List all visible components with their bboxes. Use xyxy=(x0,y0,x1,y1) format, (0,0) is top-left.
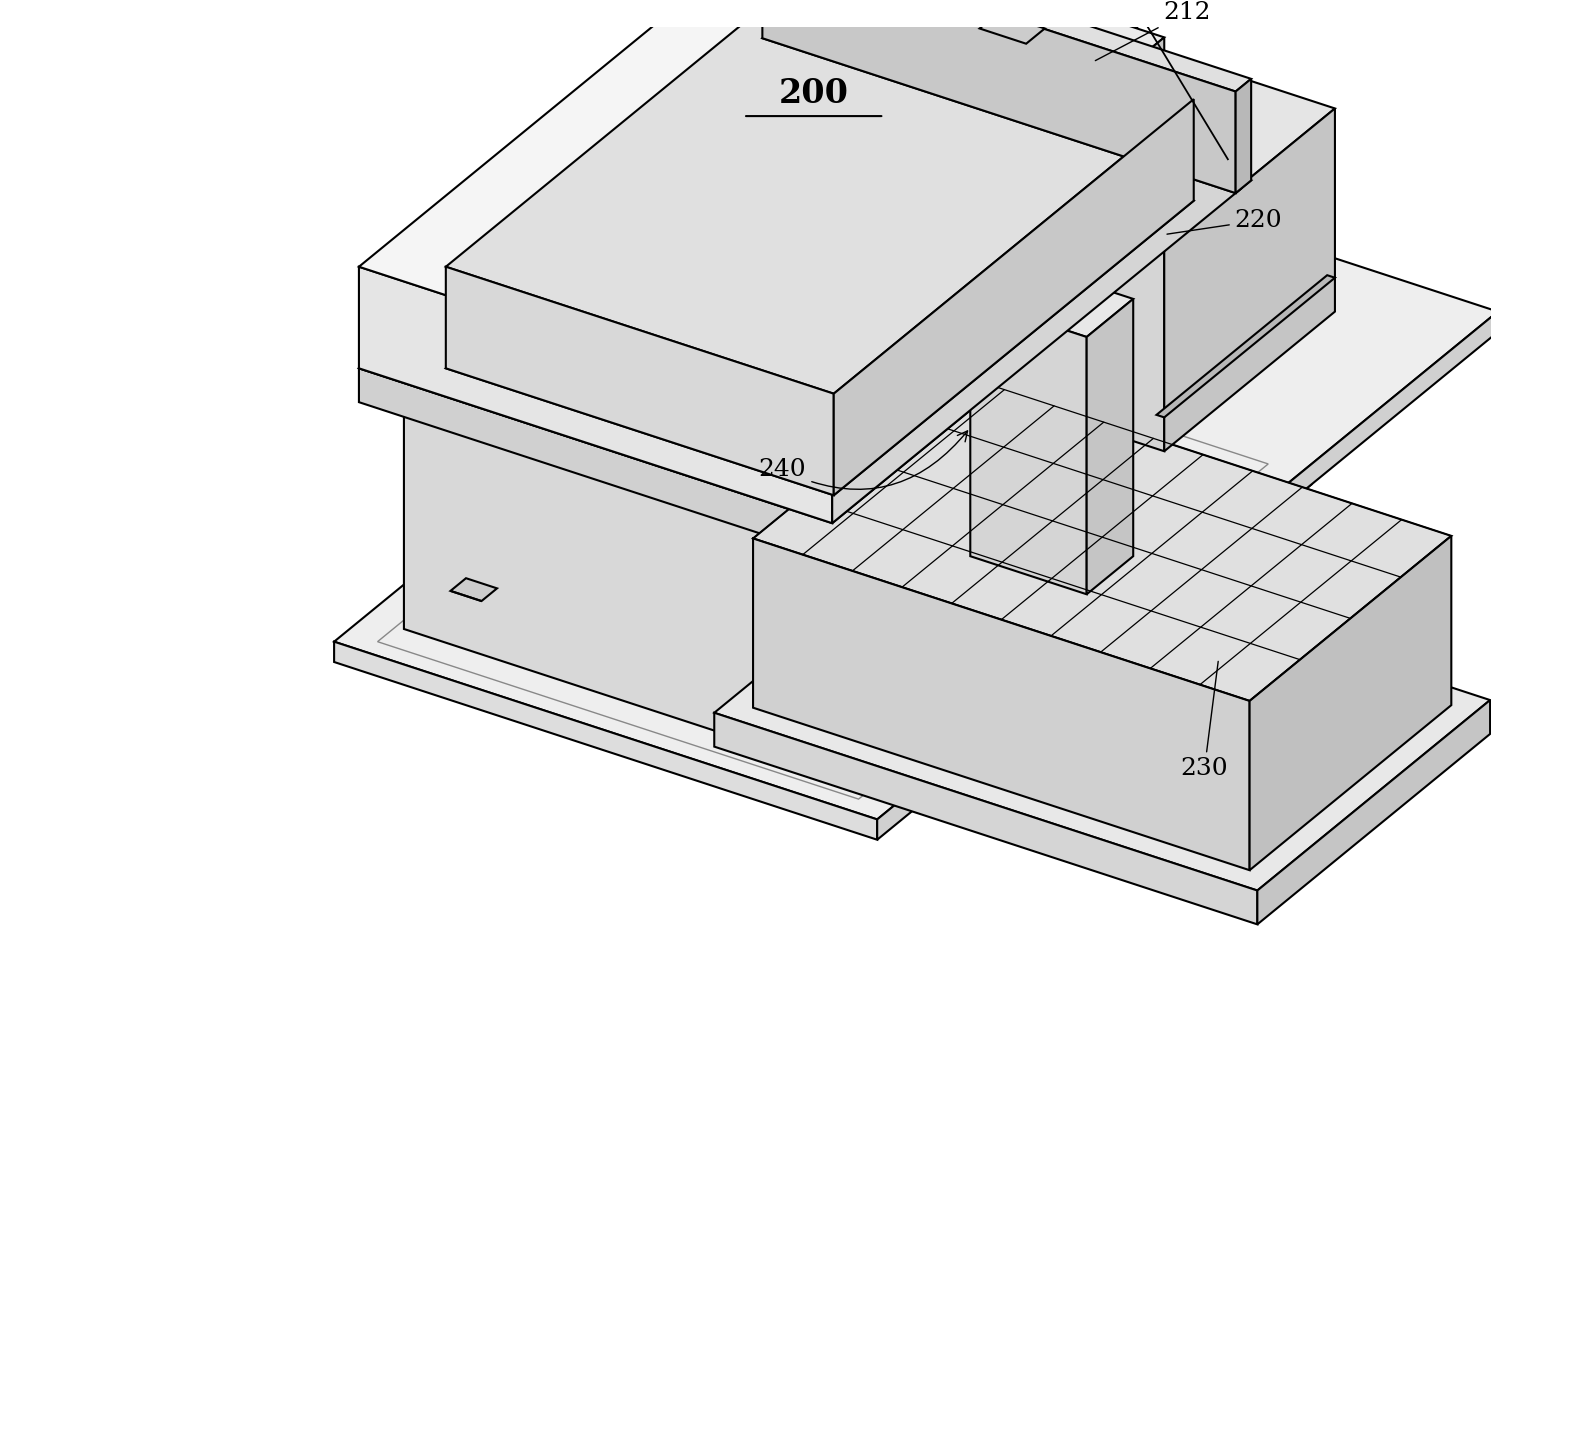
Polygon shape xyxy=(834,99,1194,495)
Polygon shape xyxy=(446,267,834,495)
Polygon shape xyxy=(753,373,1452,701)
Polygon shape xyxy=(446,0,1194,394)
Polygon shape xyxy=(776,0,1335,248)
Polygon shape xyxy=(1164,108,1335,451)
Polygon shape xyxy=(877,464,1312,839)
Polygon shape xyxy=(776,121,1164,451)
Polygon shape xyxy=(1093,37,1164,218)
Polygon shape xyxy=(358,0,1241,421)
Polygon shape xyxy=(335,642,877,839)
Polygon shape xyxy=(446,74,1194,495)
Polygon shape xyxy=(1236,79,1251,193)
Polygon shape xyxy=(358,267,833,523)
Polygon shape xyxy=(971,298,1087,594)
Polygon shape xyxy=(807,0,1114,52)
Polygon shape xyxy=(451,591,482,601)
Polygon shape xyxy=(644,298,1265,522)
Polygon shape xyxy=(833,187,1241,557)
Polygon shape xyxy=(644,108,1497,502)
Polygon shape xyxy=(668,414,699,424)
Polygon shape xyxy=(971,261,1133,337)
Polygon shape xyxy=(807,0,1203,169)
Polygon shape xyxy=(358,368,833,557)
Polygon shape xyxy=(404,112,1172,532)
Polygon shape xyxy=(762,0,1236,193)
Polygon shape xyxy=(1265,311,1497,522)
Text: 230: 230 xyxy=(1181,662,1229,780)
Polygon shape xyxy=(859,20,1093,218)
Polygon shape xyxy=(1087,298,1133,594)
Text: 200: 200 xyxy=(779,76,848,110)
Polygon shape xyxy=(1257,699,1491,924)
Polygon shape xyxy=(377,307,1268,799)
Polygon shape xyxy=(715,522,1491,891)
Polygon shape xyxy=(335,286,1312,819)
Polygon shape xyxy=(358,33,1241,523)
Polygon shape xyxy=(980,13,1045,43)
Polygon shape xyxy=(1156,275,1335,417)
Polygon shape xyxy=(715,712,1257,924)
Text: 240: 240 xyxy=(759,431,968,489)
Polygon shape xyxy=(859,0,1164,95)
Text: 212: 212 xyxy=(1095,1,1211,61)
Polygon shape xyxy=(404,392,831,769)
Polygon shape xyxy=(668,401,715,424)
Polygon shape xyxy=(451,578,496,601)
Text: 220: 220 xyxy=(1167,209,1282,234)
Polygon shape xyxy=(762,26,1251,193)
Polygon shape xyxy=(753,538,1249,870)
Polygon shape xyxy=(1249,536,1452,870)
Polygon shape xyxy=(831,252,1172,769)
Polygon shape xyxy=(762,0,1251,91)
Polygon shape xyxy=(833,87,1241,523)
